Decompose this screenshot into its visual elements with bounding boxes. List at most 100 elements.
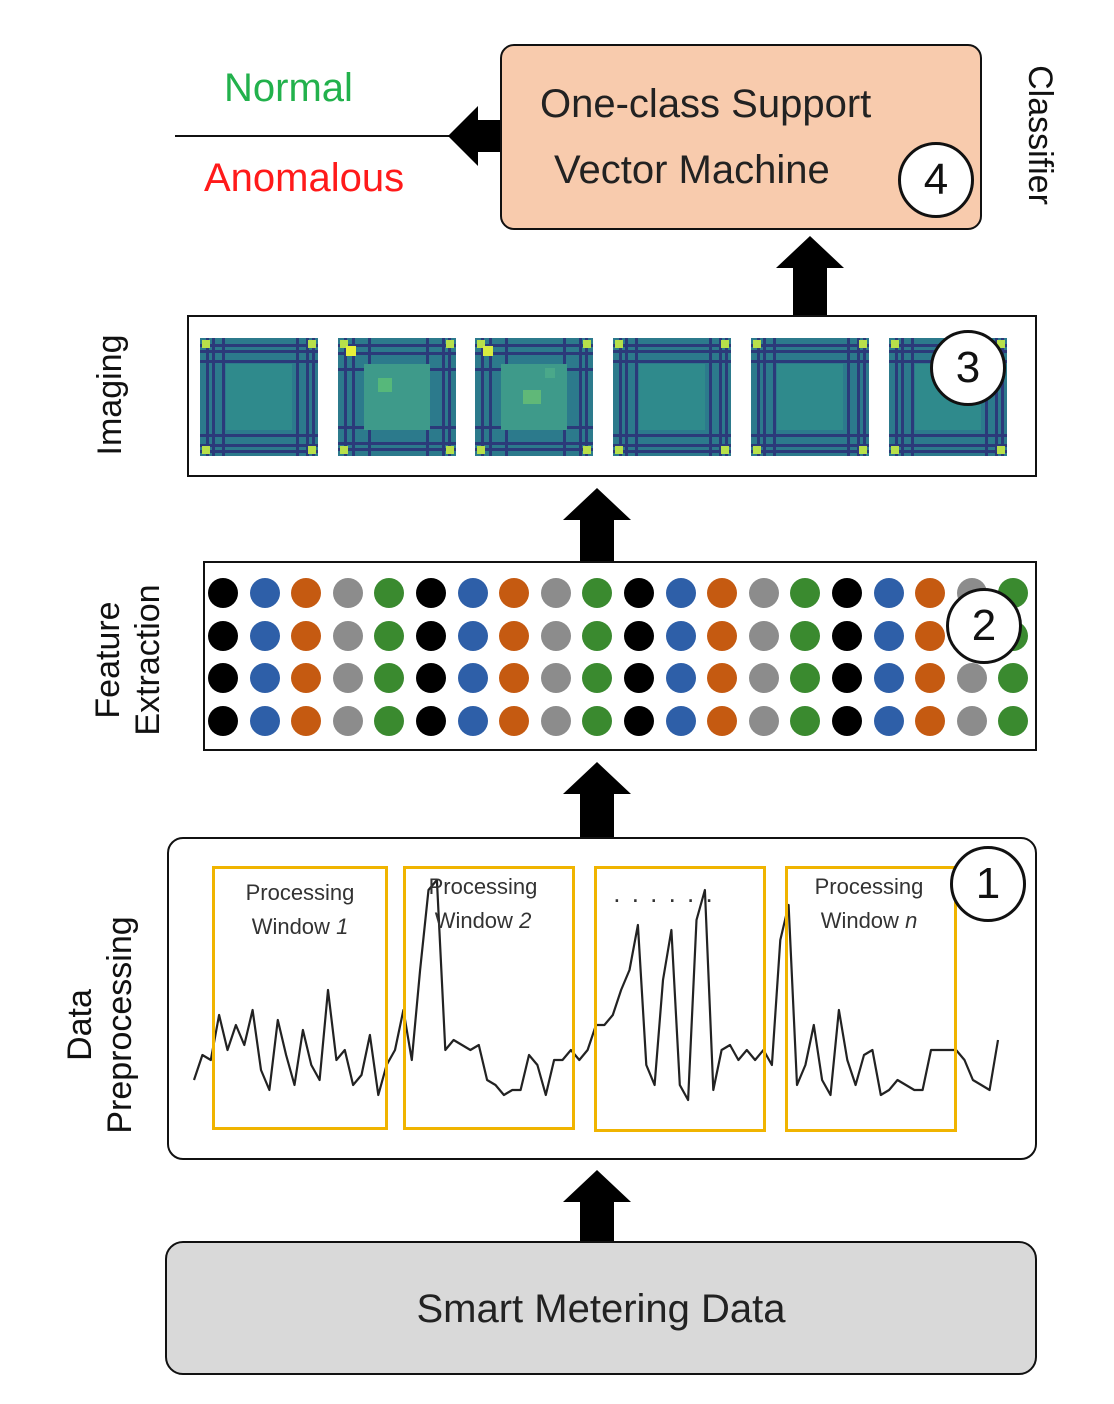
feature-dot xyxy=(665,620,696,651)
feature-dot xyxy=(499,663,530,693)
feature-dot xyxy=(208,663,238,693)
feature-dot xyxy=(915,620,946,651)
feature-dot xyxy=(748,705,779,736)
feature-dot xyxy=(416,620,446,651)
smart-metering-data-label: Smart Metering Data xyxy=(416,1287,786,1331)
feature-dot xyxy=(332,620,363,651)
feature-dot xyxy=(540,620,571,651)
feature-dot xyxy=(540,578,571,608)
arrow-source-to-preprocessing-head xyxy=(563,1170,631,1202)
feature-dot xyxy=(624,663,654,693)
feature-dot xyxy=(790,620,821,651)
output-divider-line xyxy=(175,135,455,137)
preprocessing-label-line1: Data xyxy=(61,989,99,1061)
arrow-features-to-imaging-shaft xyxy=(580,518,614,562)
feature-dot xyxy=(707,663,738,693)
feature-dot xyxy=(832,578,862,608)
normal-label: Normal xyxy=(224,66,353,110)
feature-dot xyxy=(332,705,363,736)
feature-dot xyxy=(249,620,280,651)
classifier-title-line2: Vector Machine xyxy=(554,148,830,192)
feature-dot xyxy=(208,578,238,608)
feature-dot xyxy=(416,663,446,693)
imaging-tile-2 xyxy=(338,338,456,456)
anomalous-label: Anomalous xyxy=(204,156,405,200)
processing-window-1-label: Processing Window 1 xyxy=(245,880,355,939)
tile-inner-block xyxy=(226,364,292,430)
feature-dot xyxy=(707,705,738,736)
classifier-side-label: Classifier xyxy=(1021,65,1059,205)
classifier-title-line1: One-class Support xyxy=(540,82,872,126)
feature-dot xyxy=(915,578,946,608)
feature-dot xyxy=(582,578,613,608)
imaging-tile-1 xyxy=(200,338,318,456)
feature-dot xyxy=(499,620,530,651)
feature-dot xyxy=(748,620,779,651)
processing-window-ellipsis xyxy=(594,866,766,1132)
tile-inner-block xyxy=(364,364,430,430)
feature-dot xyxy=(582,705,613,736)
feature-label-line1: Feature xyxy=(89,601,127,719)
feature-dot xyxy=(291,663,322,693)
imaging-tiles xyxy=(200,338,1007,456)
arrow-features-to-imaging-head xyxy=(563,488,631,520)
feature-dot xyxy=(873,663,904,693)
feature-dot xyxy=(291,578,322,608)
feature-dot xyxy=(915,663,946,693)
feature-dot xyxy=(956,663,987,693)
feature-dot xyxy=(291,705,322,736)
feature-dot xyxy=(457,620,488,651)
feature-dot xyxy=(790,663,821,693)
feature-dot xyxy=(832,620,862,651)
step-3-badge: 3 xyxy=(930,330,1006,406)
preprocessing-label-line2: Preprocessing xyxy=(101,916,139,1134)
arrow-source-to-preprocessing-shaft xyxy=(580,1200,614,1242)
tile-inner-block xyxy=(777,364,843,430)
feature-dot xyxy=(624,620,654,651)
feature-dot xyxy=(998,705,1029,736)
processing-window-ellipsis-label: . . . . . . xyxy=(613,878,715,908)
feature-label-line2: Extraction xyxy=(129,584,167,736)
feature-dot xyxy=(707,578,738,608)
feature-dot xyxy=(956,705,987,736)
feature-dot xyxy=(416,578,446,608)
feature-dot xyxy=(624,578,654,608)
feature-dot xyxy=(249,663,280,693)
feature-dot xyxy=(540,705,571,736)
feature-dot xyxy=(998,663,1029,693)
feature-dot xyxy=(665,663,696,693)
feature-dot xyxy=(790,705,821,736)
data-preprocessing-side-label: Data Preprocessing xyxy=(60,905,140,1145)
feature-dot xyxy=(208,620,238,651)
processing-window-1 xyxy=(212,866,388,1130)
feature-dot xyxy=(332,578,363,608)
processing-window-n-label: Processing Window n xyxy=(814,874,924,933)
feature-dot xyxy=(374,578,405,608)
feature-dot xyxy=(582,663,613,693)
arrow-preprocessing-to-features-shaft xyxy=(580,792,614,838)
smart-metering-data-box: Smart Metering Data xyxy=(165,1241,1037,1375)
feature-dot xyxy=(707,620,738,651)
feature-dot xyxy=(374,620,405,651)
feature-dot xyxy=(374,705,405,736)
feature-dot xyxy=(748,663,779,693)
imaging-tile-3 xyxy=(475,338,593,456)
feature-dot xyxy=(249,705,280,736)
step-2-badge: 2 xyxy=(946,588,1022,664)
feature-extraction-box xyxy=(203,561,1037,751)
feature-dot xyxy=(499,578,530,608)
feature-dot xyxy=(499,705,530,736)
feature-dot xyxy=(873,620,904,651)
classifier-box: One-class Support Vector Machine xyxy=(500,44,982,230)
feature-dot xyxy=(457,663,488,693)
arrow-imaging-to-classifier-shaft xyxy=(793,266,827,316)
feature-dot xyxy=(540,663,571,693)
feature-dot xyxy=(332,663,363,693)
imaging-tile-5 xyxy=(751,338,869,456)
output-arrow-head xyxy=(448,106,478,166)
tile-inner-block xyxy=(639,364,705,430)
feature-dot xyxy=(457,578,488,608)
feature-dot xyxy=(790,578,821,608)
feature-dot xyxy=(915,705,946,736)
feature-dot xyxy=(582,620,613,651)
